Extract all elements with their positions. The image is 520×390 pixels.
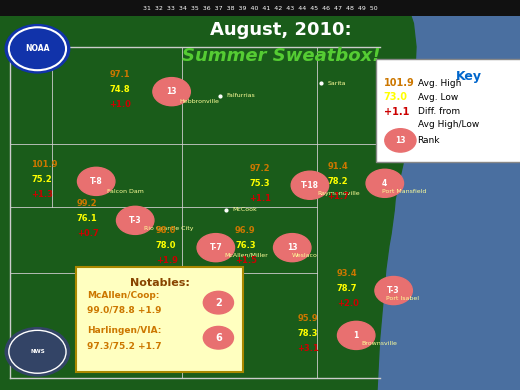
Text: Weslaco: Weslaco — [292, 253, 318, 258]
Text: T-7: T-7 — [210, 243, 222, 252]
Text: 13: 13 — [395, 136, 406, 145]
Text: 2: 2 — [215, 298, 222, 308]
Ellipse shape — [203, 326, 233, 349]
Text: Port Isabel: Port Isabel — [386, 296, 419, 301]
Ellipse shape — [366, 169, 404, 197]
Text: 101.9: 101.9 — [384, 78, 414, 88]
Ellipse shape — [203, 291, 233, 314]
Text: +2.0: +2.0 — [337, 299, 359, 308]
Text: McAllen/Miller: McAllen/Miller — [225, 253, 268, 258]
Text: McAllen/Coop:: McAllen/Coop: — [87, 291, 159, 300]
Text: 76.1: 76.1 — [77, 214, 98, 223]
Circle shape — [5, 328, 70, 376]
Text: 99.2: 99.2 — [77, 199, 98, 208]
Text: Rank: Rank — [418, 136, 440, 145]
Text: 96.9: 96.9 — [235, 226, 256, 236]
Text: 99.0/78.8 +1.9: 99.0/78.8 +1.9 — [87, 306, 161, 315]
Ellipse shape — [153, 78, 190, 106]
Text: 1: 1 — [354, 331, 359, 340]
Text: 75.2: 75.2 — [31, 175, 52, 184]
Polygon shape — [377, 0, 520, 390]
Text: Avg High/Low: Avg High/Low — [418, 120, 479, 129]
Text: T-8: T-8 — [90, 177, 102, 186]
Text: T-3: T-3 — [129, 216, 141, 225]
Ellipse shape — [337, 321, 375, 349]
Text: 13: 13 — [166, 87, 177, 96]
Text: Brownsville: Brownsville — [361, 341, 397, 346]
FancyBboxPatch shape — [376, 58, 520, 162]
Text: +0.7: +0.7 — [77, 229, 99, 238]
Text: August, 2010:: August, 2010: — [210, 21, 352, 39]
Text: 91.4: 91.4 — [328, 162, 348, 171]
Text: +3.1: +3.1 — [297, 344, 319, 353]
Text: 95.9: 95.9 — [297, 314, 318, 323]
Text: 31  32  33  34  35  36  37  38  39  40  41  42  43  44  45  46  47  48  49  50: 31 32 33 34 35 36 37 38 39 40 41 42 43 4… — [142, 6, 378, 11]
Text: 13: 13 — [287, 243, 297, 252]
Text: +1.1: +1.1 — [384, 107, 409, 117]
Text: +1.0: +1.0 — [109, 100, 131, 109]
Text: Summer Sweatbox!: Summer Sweatbox! — [181, 47, 380, 65]
Text: 74.8: 74.8 — [109, 85, 130, 94]
Text: NOAA: NOAA — [25, 44, 50, 53]
Text: +1.7: +1.7 — [328, 191, 349, 201]
Text: +1.1: +1.1 — [250, 193, 271, 203]
Text: 98.0: 98.0 — [156, 226, 176, 236]
Ellipse shape — [197, 234, 235, 262]
Text: Avg. High: Avg. High — [418, 78, 461, 88]
Text: 76.3: 76.3 — [235, 241, 256, 250]
Text: 78.0: 78.0 — [156, 241, 176, 250]
Text: Raymondville: Raymondville — [317, 191, 360, 195]
Text: T-18: T-18 — [301, 181, 319, 190]
Circle shape — [5, 25, 70, 73]
Text: 78.3: 78.3 — [297, 329, 318, 338]
Text: Harlingen/VIA:: Harlingen/VIA: — [87, 326, 161, 335]
Ellipse shape — [375, 277, 412, 305]
Text: Port Mansfield: Port Mansfield — [382, 190, 426, 194]
Text: Diff. from: Diff. from — [418, 107, 460, 117]
Text: +1.3: +1.3 — [31, 190, 53, 199]
Ellipse shape — [116, 206, 154, 234]
Ellipse shape — [274, 234, 311, 262]
Text: Rio Grande City: Rio Grande City — [144, 226, 193, 230]
Ellipse shape — [77, 167, 115, 195]
Text: Falfurrias: Falfurrias — [226, 93, 255, 98]
Text: Hebbronville: Hebbronville — [179, 99, 219, 104]
Text: 101.9: 101.9 — [31, 160, 58, 169]
Text: Sarita: Sarita — [328, 81, 346, 86]
Text: +1.9: +1.9 — [156, 256, 178, 265]
FancyBboxPatch shape — [76, 267, 243, 372]
Text: Avg. Low: Avg. Low — [418, 93, 458, 102]
Ellipse shape — [385, 129, 416, 152]
FancyBboxPatch shape — [0, 0, 520, 16]
Text: +1.5: +1.5 — [235, 256, 257, 265]
Text: Notables:: Notables: — [129, 278, 190, 288]
Text: 97.2: 97.2 — [250, 164, 270, 173]
Text: 73.0: 73.0 — [384, 92, 408, 103]
Text: Key: Key — [456, 70, 482, 83]
Text: 75.3: 75.3 — [250, 179, 270, 188]
Text: 97.1: 97.1 — [109, 70, 130, 80]
Text: 78.7: 78.7 — [337, 284, 357, 293]
Text: 97.3/75.2 +1.7: 97.3/75.2 +1.7 — [87, 341, 162, 350]
Text: McCook: McCook — [232, 207, 257, 212]
Text: 4: 4 — [382, 179, 387, 188]
Text: 93.4: 93.4 — [337, 269, 358, 278]
Text: 6: 6 — [215, 333, 222, 343]
Text: T-3: T-3 — [387, 286, 400, 295]
Ellipse shape — [291, 171, 329, 199]
Polygon shape — [0, 0, 416, 390]
Text: NWS: NWS — [30, 349, 45, 354]
Text: 78.2: 78.2 — [328, 177, 348, 186]
Text: Falcon Dam: Falcon Dam — [107, 189, 144, 193]
